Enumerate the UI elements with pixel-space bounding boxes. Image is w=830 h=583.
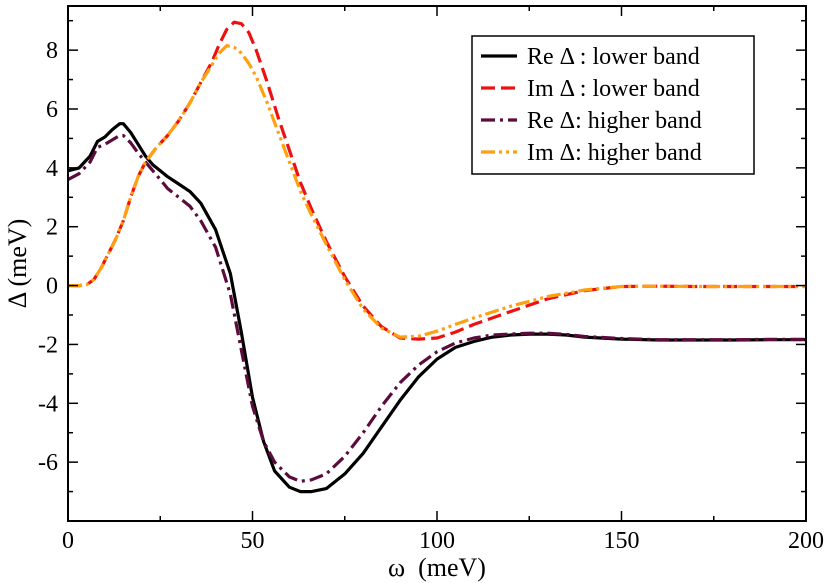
y-tick-label: 4 xyxy=(46,156,58,182)
x-axis-label: ω (meV) xyxy=(388,553,486,582)
legend-label-3: Re Δ: higher band xyxy=(527,108,702,134)
series-layer xyxy=(67,20,806,494)
x-tick-label: 100 xyxy=(419,528,455,554)
series-line-4 xyxy=(68,44,806,339)
series-line-1 xyxy=(67,122,806,494)
y-tick-label: 6 xyxy=(46,97,58,123)
x-tick-label: 150 xyxy=(604,528,640,554)
y-tick-label: 0 xyxy=(46,274,58,300)
y-tick-label: 2 xyxy=(46,215,58,241)
legend-label-1: Re Δ : lower band xyxy=(527,44,700,70)
x-tick-label: 0 xyxy=(62,528,74,554)
y-tick-label: 8 xyxy=(46,38,58,64)
x-tick-label: 200 xyxy=(788,528,824,554)
series-line-3 xyxy=(67,133,806,483)
y-tick-label: -2 xyxy=(38,332,58,358)
x-tick-label: 50 xyxy=(241,528,265,554)
y-axis-ticks: -6 -4 -2 0 2 4 6 8 xyxy=(38,19,806,522)
legend: Re Δ : lower band Im Δ : lower band Re Δ: … xyxy=(471,35,755,175)
x-axis-ticks: 0 50 100 150 200 xyxy=(62,6,824,554)
y-tick-label: -4 xyxy=(38,391,58,417)
y-axis-label: Δ (meV) xyxy=(3,219,32,309)
y-tick-label: -6 xyxy=(38,450,58,476)
legend-label-4: Im Δ: higher band xyxy=(527,140,702,166)
legend-box xyxy=(471,35,755,175)
legend-label-2: Im Δ : lower band xyxy=(527,76,700,102)
